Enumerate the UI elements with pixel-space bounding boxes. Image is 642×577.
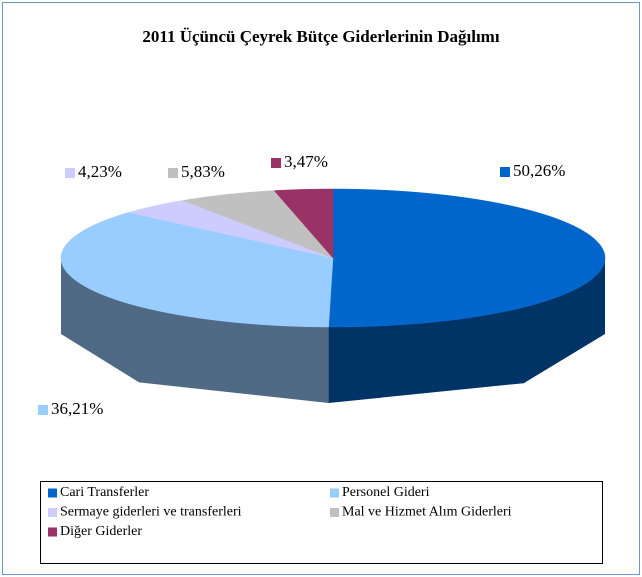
legend-key	[48, 488, 57, 498]
legend-label: Personel Gideri	[342, 485, 430, 500]
slice	[328, 188, 606, 328]
legend-key	[330, 508, 339, 517]
data-label: 5,83%	[181, 162, 225, 181]
data-label: 50,26%	[513, 161, 565, 180]
legend-key	[330, 488, 339, 498]
legend-box	[40, 481, 603, 564]
data-label-key	[168, 168, 178, 178]
data-label-key	[38, 405, 48, 415]
slice-side	[61, 258, 329, 403]
legend-label: Cari Transferler	[60, 485, 149, 500]
data-label-key	[65, 168, 75, 178]
data-label: 36,21%	[51, 399, 103, 418]
slice	[128, 200, 334, 259]
legend-label: Mal ve Hizmet Alım Giderleri	[342, 505, 512, 520]
legend-key	[48, 527, 57, 537]
slice	[273, 188, 334, 259]
legend-key	[48, 508, 57, 517]
slice-side	[328, 258, 605, 403]
data-label-key	[500, 167, 510, 177]
slice	[181, 190, 334, 259]
data-label: 3,47%	[284, 152, 328, 171]
data-label-key	[271, 158, 281, 168]
chart-title: 2011 Üçüncü Çeyrek Bütçe Giderlerinin Da…	[142, 27, 499, 46]
slice	[60, 212, 334, 328]
legend-label: Diğer Giderler	[60, 524, 142, 539]
legend-label: Sermaye giderleri ve transferleri	[60, 505, 242, 520]
data-label: 4,23%	[78, 162, 122, 181]
